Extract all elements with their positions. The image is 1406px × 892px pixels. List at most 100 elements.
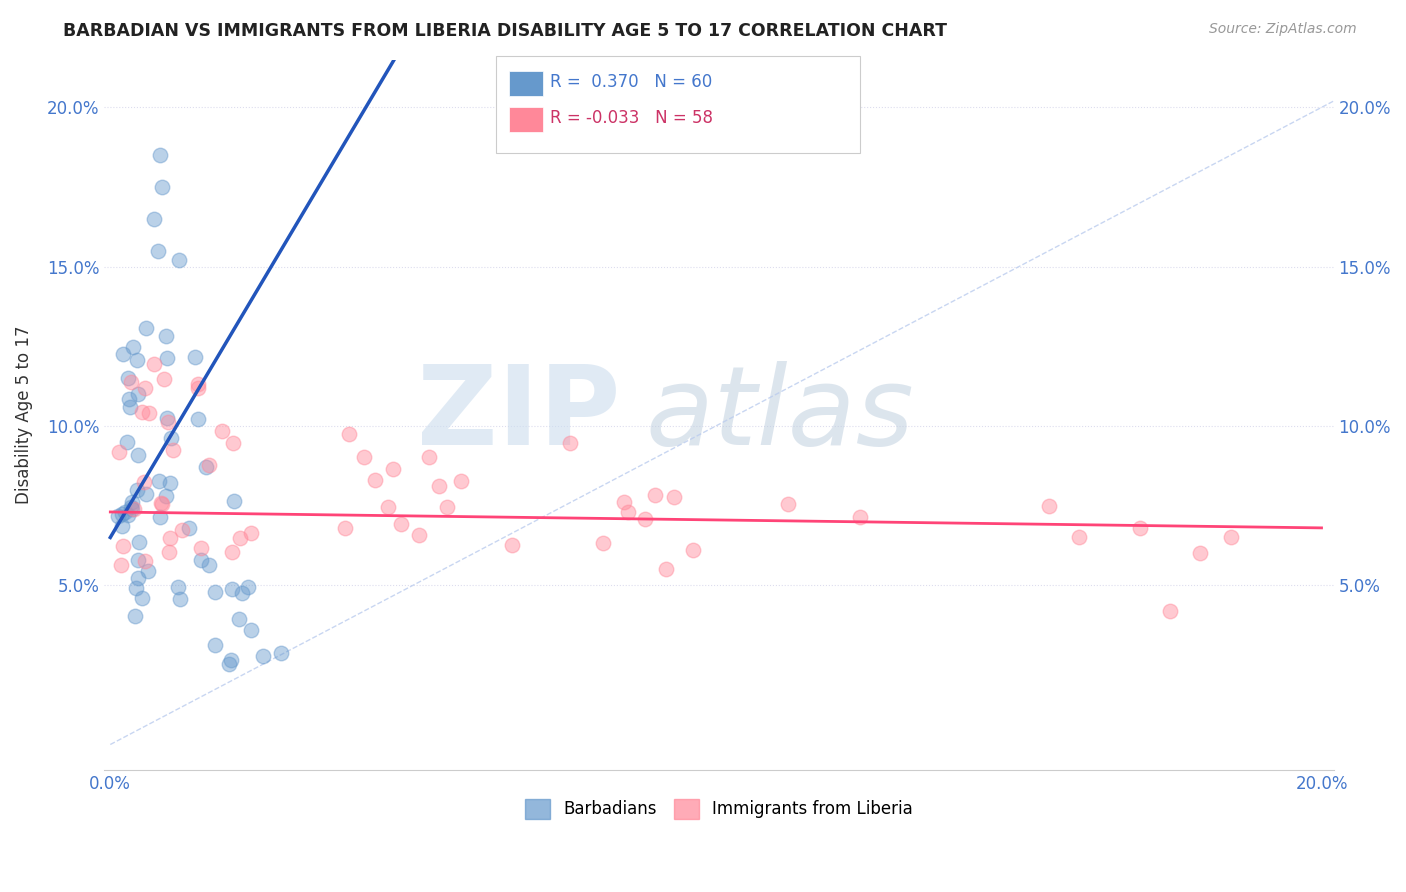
Point <box>1069 531 1091 545</box>
Point <box>107 509 129 524</box>
Point <box>150 497 173 511</box>
Point <box>408 528 430 542</box>
Point <box>682 543 704 558</box>
Point <box>136 564 159 578</box>
Point <box>110 558 132 573</box>
Point <box>204 638 226 652</box>
Point <box>156 351 179 365</box>
Point <box>122 340 145 354</box>
Point <box>190 553 212 567</box>
Point <box>127 352 149 367</box>
Point <box>121 501 143 516</box>
Point <box>127 553 149 567</box>
Point <box>131 591 153 606</box>
Legend: Barbadians, Immigrants from Liberia: Barbadians, Immigrants from Liberia <box>519 792 920 826</box>
Point <box>229 531 252 545</box>
Point <box>177 521 200 535</box>
Point <box>776 497 799 511</box>
Point <box>364 473 387 487</box>
Point <box>135 486 157 500</box>
Point <box>124 608 146 623</box>
Point <box>156 416 179 430</box>
Point <box>162 442 184 457</box>
Point <box>149 148 172 162</box>
Point <box>143 357 166 371</box>
Point <box>127 387 149 401</box>
Point <box>117 371 139 385</box>
Point <box>167 253 190 268</box>
Point <box>353 450 375 464</box>
Point <box>194 460 217 475</box>
Point <box>157 545 180 559</box>
Point <box>112 346 135 360</box>
Text: R =  0.370   N = 60: R = 0.370 N = 60 <box>550 73 711 91</box>
Point <box>128 535 150 549</box>
Point <box>155 328 177 343</box>
Point <box>160 432 183 446</box>
Point <box>337 427 360 442</box>
Point <box>120 376 142 390</box>
Point <box>134 554 156 568</box>
Point <box>134 475 156 490</box>
Point <box>148 244 170 258</box>
Point <box>167 580 190 594</box>
Point <box>111 508 134 522</box>
Point <box>558 436 581 450</box>
Point <box>236 580 259 594</box>
Point <box>155 489 177 503</box>
Point <box>135 320 157 334</box>
Point <box>1219 531 1241 545</box>
Point <box>228 612 250 626</box>
Text: Source: ZipAtlas.com: Source: ZipAtlas.com <box>1209 22 1357 37</box>
Point <box>221 582 243 596</box>
Point <box>849 510 872 524</box>
Point <box>118 392 141 407</box>
Point <box>111 519 134 533</box>
Point <box>127 571 149 585</box>
Point <box>170 523 193 537</box>
Point <box>644 488 666 502</box>
Point <box>389 516 412 531</box>
Point <box>197 458 219 472</box>
Point <box>219 653 242 667</box>
Point <box>169 591 191 606</box>
Point <box>231 585 253 599</box>
Point <box>427 479 450 493</box>
Point <box>197 558 219 572</box>
Point <box>138 406 160 420</box>
Point <box>662 490 685 504</box>
Point <box>131 404 153 418</box>
Point <box>152 180 174 194</box>
Point <box>204 585 226 599</box>
Point <box>124 581 146 595</box>
Text: R = -0.033   N = 58: R = -0.033 N = 58 <box>550 109 713 127</box>
Point <box>156 410 179 425</box>
Point <box>111 539 134 553</box>
Point <box>270 646 292 660</box>
Text: atlas: atlas <box>645 361 914 468</box>
Point <box>150 495 173 509</box>
Point <box>335 520 357 534</box>
Point <box>1189 546 1212 560</box>
Point <box>377 500 399 514</box>
Point <box>118 400 141 414</box>
Point <box>149 510 172 524</box>
Point <box>152 372 174 386</box>
Point <box>124 502 146 516</box>
Point <box>211 424 233 438</box>
Point <box>654 561 676 575</box>
Text: ZIP: ZIP <box>418 361 620 468</box>
Point <box>127 483 149 497</box>
Point <box>117 508 139 522</box>
Point <box>222 494 245 508</box>
Point <box>221 545 243 559</box>
Point <box>121 495 143 509</box>
Text: BARBADIAN VS IMMIGRANTS FROM LIBERIA DISABILITY AGE 5 TO 17 CORRELATION CHART: BARBADIAN VS IMMIGRANTS FROM LIBERIA DIS… <box>63 22 948 40</box>
Point <box>114 505 136 519</box>
Point <box>501 538 523 552</box>
Point <box>120 500 142 515</box>
Point <box>418 450 440 465</box>
Point <box>183 351 205 365</box>
Point <box>1129 521 1152 535</box>
Point <box>143 211 166 226</box>
